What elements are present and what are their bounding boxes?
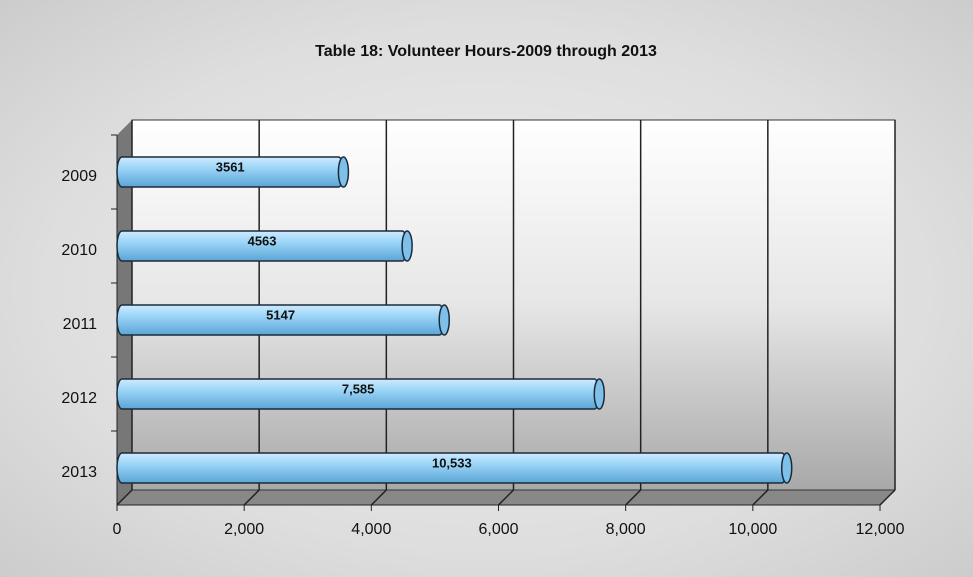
chart-title: Table 18: Volunteer Hours-2009 through 2…: [315, 43, 657, 60]
grid-line-floor: [370, 489, 387, 506]
grid-line-floor: [243, 489, 260, 506]
bar-cap: [593, 378, 606, 410]
x-tick-label: 2,000: [224, 521, 264, 538]
x-tick-label: 12,000: [856, 521, 905, 538]
grid-line-floor: [497, 489, 515, 506]
bar-cap: [401, 230, 413, 262]
value-label: 7,585: [342, 381, 375, 396]
bar-cap: [337, 156, 350, 188]
y-tick-label: 2010: [61, 242, 97, 259]
x-tick-label: 6,000: [478, 521, 518, 538]
value-label: 10,533: [432, 455, 472, 470]
x-tick-label: 10,000: [728, 521, 777, 538]
bar-cap: [438, 304, 451, 336]
value-label: 4563: [248, 233, 277, 248]
grid-line-floor: [752, 489, 769, 506]
grid-line-floor: [116, 489, 133, 506]
y-tick-label: 2013: [61, 464, 97, 481]
value-label: 3561: [216, 159, 245, 174]
x-tick-label: 8,000: [606, 521, 646, 538]
grid-line-floor: [625, 489, 642, 506]
y-tick-label: 2012: [61, 390, 97, 407]
grid-line-floor: [879, 489, 896, 506]
x-tick-label: 4,000: [351, 521, 391, 538]
y-tick-label: 2011: [63, 316, 98, 333]
value-label: 5147: [266, 307, 295, 322]
bar-cap: [780, 452, 793, 484]
x-tick-label: 0: [113, 521, 122, 538]
y-tick-label: 2009: [61, 168, 97, 185]
